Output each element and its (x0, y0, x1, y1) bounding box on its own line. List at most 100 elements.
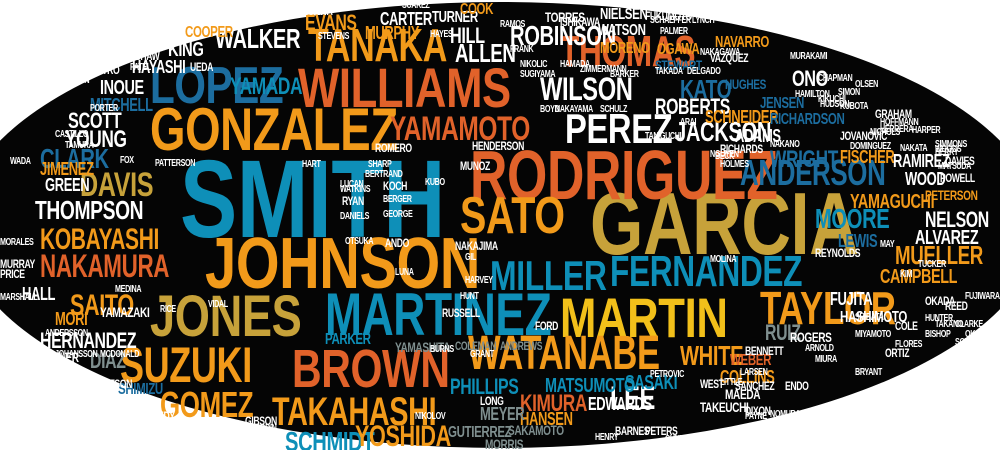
word: FUJITA (830, 289, 873, 309)
word: HAMILTON (795, 89, 830, 100)
word: OKADA (925, 294, 955, 308)
word: CHAPMAN (818, 73, 853, 84)
word: NAKAMURA (40, 248, 170, 284)
word: COLEMAN (455, 339, 497, 353)
word: MITCHELL (90, 95, 153, 115)
word: ANDREWS (500, 339, 543, 353)
word: SHIMIZU (118, 381, 163, 398)
word: NOMURA (770, 409, 801, 420)
word: BRAUN (65, 75, 90, 86)
word: MORI (55, 309, 88, 329)
word: WEST (700, 377, 724, 391)
word: PETERSON (925, 187, 978, 203)
word: MATSUMOTO (545, 375, 635, 397)
word: FUKUMOTO (645, 9, 692, 23)
word: BENNETT (745, 344, 784, 358)
word: ROBINSON (510, 20, 616, 51)
word: ENDO (785, 379, 809, 393)
word: THOMPSON (35, 195, 144, 225)
word: NAKATA (900, 143, 928, 154)
word: PHILLIPS (450, 374, 519, 399)
word: HART (302, 159, 321, 170)
word: LARSEN (740, 367, 768, 378)
word: HOWARD (200, 15, 238, 29)
word: YAMAZAKI (100, 304, 150, 320)
word: RYAN (342, 194, 364, 208)
word: DAVIES (945, 154, 975, 168)
word: BARKER (610, 69, 639, 80)
word: SCHAEFFER (650, 15, 691, 26)
word: DAVIS (80, 166, 154, 204)
word: ALEXANDER (775, 426, 817, 437)
word: MARTINEZ (325, 281, 552, 348)
word: WRIGHT (770, 146, 838, 173)
word: OTSUKA (345, 236, 374, 247)
word: PETERS (645, 424, 678, 438)
word: MUNOZ (460, 159, 490, 173)
word: HANSEN (520, 409, 573, 429)
word: REYNOLDS (815, 246, 861, 260)
word: BARNES (615, 424, 650, 438)
word: WHITE (680, 340, 744, 371)
word: GARCIA (590, 174, 859, 273)
word: KIKUCHI (818, 94, 846, 105)
word: KENNEDY (135, 409, 175, 423)
word: WILSON (540, 71, 633, 107)
word: BURNS (430, 344, 454, 355)
word: TAKADA (655, 66, 683, 77)
word: SHIBATA (855, 312, 884, 323)
word: HARVEY (465, 275, 493, 286)
word: DOMINGUEZ (850, 141, 891, 152)
word: WALKER (215, 23, 301, 54)
word: SIMMONS (935, 139, 967, 150)
word: ZIMMERMANN (580, 64, 627, 75)
word: KATO (680, 74, 732, 104)
word: CASTRO (85, 63, 120, 77)
word: WILLIAMS (298, 56, 511, 119)
word: PEARSON (118, 41, 152, 52)
word: BRYANT (855, 367, 882, 378)
word: OLSEN (855, 79, 879, 90)
word: BRANT (10, 341, 34, 352)
word: RODRIGUEZ (470, 136, 778, 214)
word: LONG (480, 394, 504, 408)
word: NAKAJIMA (455, 239, 498, 253)
word: HILL (450, 23, 485, 48)
word: WOOD (905, 169, 946, 189)
word: HARPER (912, 125, 941, 136)
word: DIAZ (90, 348, 126, 373)
word: HUNT (460, 291, 479, 302)
word: NELSON (925, 207, 989, 232)
word: HENDERSON (472, 139, 524, 153)
word: HALL (22, 284, 56, 304)
word: OKAMOTO (965, 329, 1000, 340)
word: ISHIKAWA (560, 15, 600, 29)
word: STEVENS (318, 31, 350, 42)
word: VAZQUEZ (710, 51, 749, 65)
word: HASHIMOTO (840, 309, 907, 326)
word: TAMURA (65, 140, 94, 151)
word: FUKUDA (700, 442, 729, 450)
word: HAYASHI (132, 57, 186, 77)
word: TORRES (545, 9, 585, 25)
word: DELGADO (687, 66, 721, 77)
word: TAKANO (935, 319, 964, 330)
word: PATEL (130, 62, 151, 73)
word: ROBERTS (655, 94, 730, 119)
word: SCHNEIDER (705, 107, 779, 127)
word: FRANK (510, 44, 534, 55)
word: TANIGUCHI (645, 131, 682, 142)
word: ALVAREZ (915, 227, 979, 249)
word: MORENO (600, 40, 650, 57)
word: SAITO (70, 289, 134, 322)
word: MCDONALD (100, 349, 140, 360)
word: CAMPBELL (880, 266, 958, 288)
word: NAVARRO (715, 34, 770, 51)
word: MAY (880, 239, 895, 250)
word: CASTILLO (55, 129, 89, 140)
word: MURAKAMI (790, 51, 828, 62)
word: HOFFMANN (880, 117, 919, 128)
word: SCHULZ (600, 104, 628, 115)
